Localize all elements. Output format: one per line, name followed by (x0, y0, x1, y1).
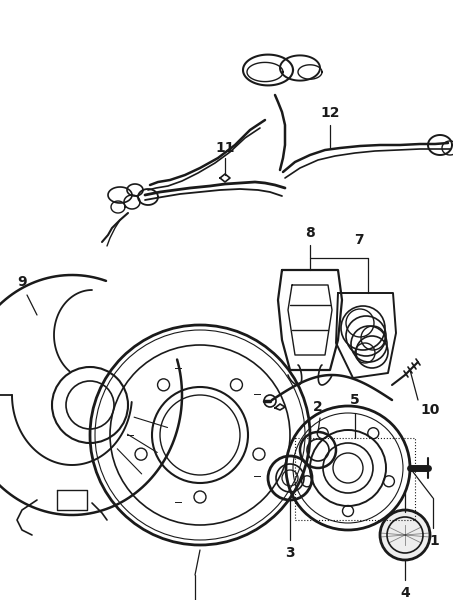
Text: 1: 1 (429, 534, 439, 548)
Text: 2: 2 (313, 400, 323, 414)
Text: 9: 9 (17, 275, 27, 289)
Text: 3: 3 (285, 546, 295, 560)
Text: 10: 10 (420, 403, 440, 417)
Circle shape (380, 510, 430, 560)
Text: 8: 8 (305, 226, 315, 240)
Text: 5: 5 (350, 393, 360, 407)
Text: 7: 7 (354, 233, 364, 247)
Text: 12: 12 (320, 106, 340, 120)
Text: 4: 4 (400, 586, 410, 600)
Text: 11: 11 (215, 141, 235, 155)
